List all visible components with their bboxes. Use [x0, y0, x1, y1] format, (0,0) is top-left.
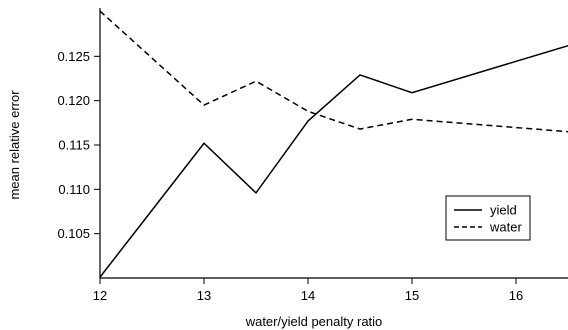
water-series-line: [99, 10, 568, 133]
legend-box: [445, 195, 531, 241]
y-axis-label: mean relative error: [7, 90, 22, 200]
y-tick-label: 0.115: [58, 138, 90, 153]
y-tick-label: 0.120: [57, 93, 90, 108]
x-tick-label: 12: [93, 288, 107, 303]
x-tick-label: 16: [509, 288, 523, 303]
x-tick-label: 14: [301, 288, 315, 303]
x-axis-label: water/yield penalty ratio: [245, 314, 383, 329]
x-tick-label: 15: [405, 288, 419, 303]
legend-label-yield: yield: [490, 203, 517, 218]
x-tick-label: 13: [197, 288, 211, 303]
y-tick-label: 0.125: [57, 49, 90, 64]
series-lines: [99, 10, 568, 278]
y-tick-label: 0.105: [57, 226, 90, 241]
yield-series-line: [99, 44, 568, 278]
y-tick-label: 0.110: [58, 182, 90, 197]
axes: 12 13 14 15 16 0.105 0.110 0.115 0.120 0.125: [57, 8, 568, 303]
legend: yield water: [445, 195, 531, 241]
legend-label-water: water: [489, 220, 522, 235]
